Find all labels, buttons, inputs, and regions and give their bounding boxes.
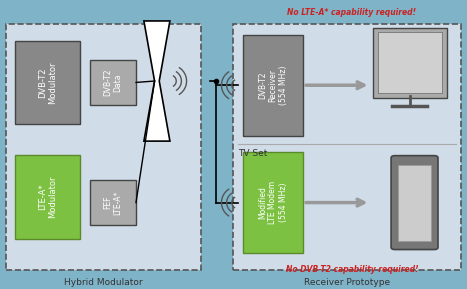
- FancyBboxPatch shape: [398, 165, 431, 241]
- Text: DVB-T2
Data: DVB-T2 Data: [103, 69, 122, 96]
- Text: Modified
LTE Modem
(554 MHz): Modified LTE Modem (554 MHz): [258, 181, 288, 224]
- Text: FEF
LTE-A*: FEF LTE-A*: [103, 190, 122, 215]
- Text: No LTE-A* capability required!: No LTE-A* capability required!: [287, 8, 417, 17]
- Text: LTE-A*
Modulator: LTE-A* Modulator: [38, 176, 57, 218]
- FancyBboxPatch shape: [243, 35, 303, 136]
- Text: DVB-T2
Modulator: DVB-T2 Modulator: [38, 61, 57, 104]
- FancyBboxPatch shape: [373, 28, 446, 97]
- FancyBboxPatch shape: [15, 40, 80, 124]
- FancyBboxPatch shape: [90, 60, 136, 105]
- FancyBboxPatch shape: [391, 156, 438, 249]
- FancyBboxPatch shape: [378, 32, 442, 93]
- FancyBboxPatch shape: [6, 24, 201, 270]
- Text: Hybrid Modulator: Hybrid Modulator: [64, 278, 143, 287]
- Text: Receiver Prototype: Receiver Prototype: [304, 278, 390, 287]
- Polygon shape: [144, 21, 170, 141]
- Text: No DVB-T2 capability required!: No DVB-T2 capability required!: [285, 265, 418, 274]
- Text: DVB-T2
Receiver
(554 MHz): DVB-T2 Receiver (554 MHz): [258, 66, 288, 105]
- Text: TV Set: TV Set: [238, 149, 268, 158]
- FancyBboxPatch shape: [234, 24, 461, 270]
- FancyBboxPatch shape: [243, 152, 303, 253]
- FancyBboxPatch shape: [90, 180, 136, 225]
- FancyBboxPatch shape: [15, 155, 80, 239]
